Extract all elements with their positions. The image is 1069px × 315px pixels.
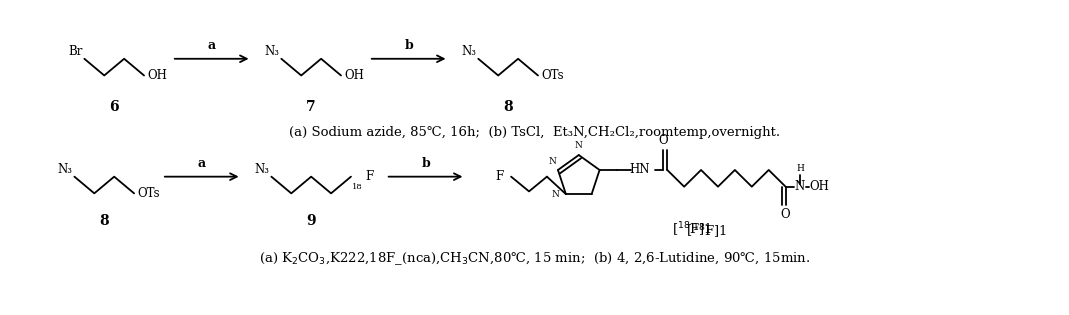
Text: (a) Sodium azide, 85℃, 16h;  (b) TsCl,  Et₃N,CH₂Cl₂,roomtemp,overnight.: (a) Sodium azide, 85℃, 16h; (b) TsCl, Et… xyxy=(290,126,780,139)
Text: N₃: N₃ xyxy=(254,163,269,176)
Text: 18: 18 xyxy=(352,183,362,191)
Text: 7: 7 xyxy=(307,100,316,114)
Text: F: F xyxy=(495,170,503,183)
Text: OH: OH xyxy=(148,69,167,82)
Text: b: b xyxy=(404,39,413,52)
Text: [$^{18}$F]1: [$^{18}$F]1 xyxy=(672,221,712,239)
Text: O: O xyxy=(780,208,790,221)
Text: 6: 6 xyxy=(109,100,119,114)
Text: N: N xyxy=(551,190,559,199)
Text: N: N xyxy=(575,141,583,150)
Text: HN: HN xyxy=(630,163,650,176)
Text: 8: 8 xyxy=(503,100,513,114)
Text: O: O xyxy=(659,135,668,147)
Text: N₃: N₃ xyxy=(58,163,73,176)
Text: OH: OH xyxy=(809,180,830,193)
Text: N: N xyxy=(794,180,805,193)
Text: [: [ xyxy=(687,223,692,236)
Text: a: a xyxy=(207,39,216,52)
Text: Br: Br xyxy=(68,45,82,58)
Text: 8: 8 xyxy=(99,214,109,228)
Text: N: N xyxy=(548,157,556,166)
Text: 9: 9 xyxy=(307,214,316,228)
Text: $^{18}$F]1: $^{18}$F]1 xyxy=(692,223,727,241)
Text: F: F xyxy=(365,170,373,183)
Text: a: a xyxy=(198,157,206,170)
Text: OH: OH xyxy=(344,69,363,82)
Text: (a) K$_2$CO$_3$,K222,18F_(nca),CH$_3$CN,80℃, 15 min;  (b) 4, 2,6-Lutidine, 90℃, : (a) K$_2$CO$_3$,K222,18F_(nca),CH$_3$CN,… xyxy=(260,250,810,266)
Text: H: H xyxy=(796,164,804,173)
Text: OTs: OTs xyxy=(137,187,159,200)
Text: b: b xyxy=(421,157,430,170)
Text: N₃: N₃ xyxy=(264,45,279,58)
Text: OTs: OTs xyxy=(541,69,563,82)
Text: N₃: N₃ xyxy=(462,45,477,58)
